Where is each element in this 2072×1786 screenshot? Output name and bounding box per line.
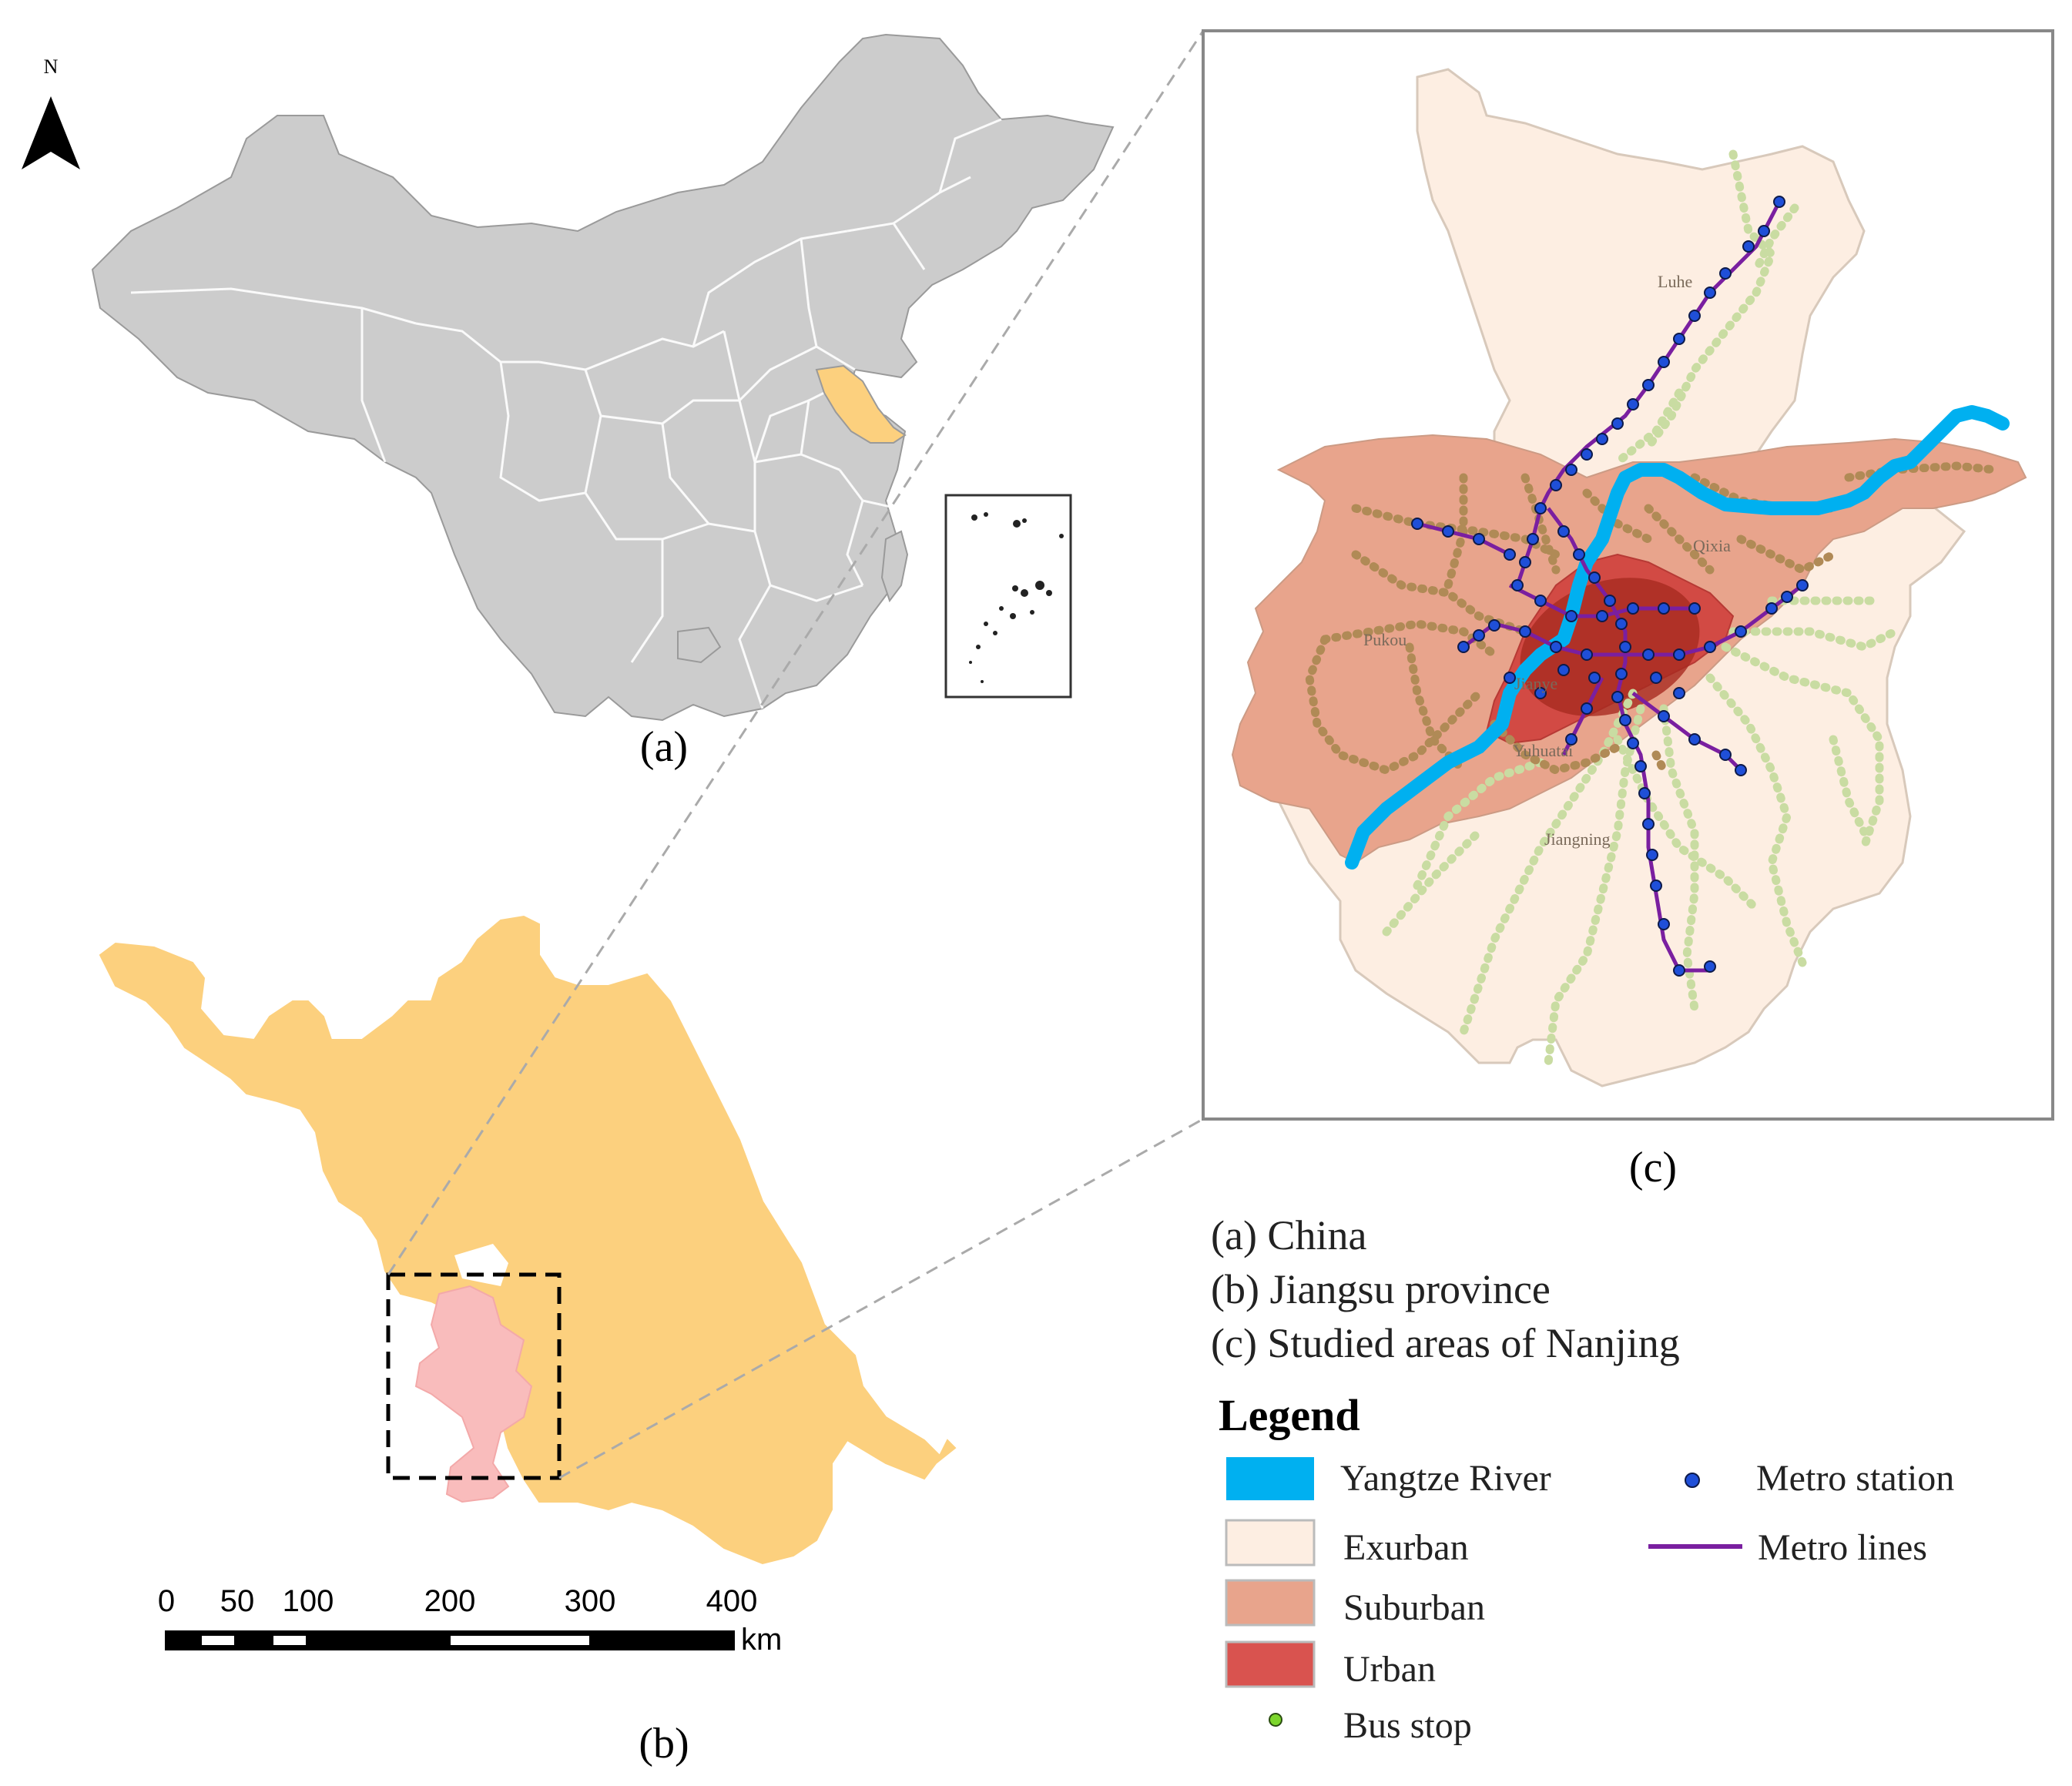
scale-tick-400: 400 (706, 1584, 758, 1618)
bus-stops-exurban (1382, 149, 1899, 1067)
inset-islands (969, 512, 1064, 683)
nanjing-detail-map: Luhe Pukou Qixia Jiangning Yuhuatai Jian… (1231, 68, 2027, 1087)
panel-descriptions: (a) China (b) Jiangsu province (c) Studi… (1211, 1212, 1680, 1366)
metro-stations (1411, 196, 1809, 977)
north-arrow-icon (22, 96, 80, 169)
description-a: (a) China (1211, 1212, 1366, 1258)
legend-label-metro-lines: Metro lines (1758, 1527, 1927, 1568)
scale-bar-seg2 (273, 1636, 306, 1645)
north-arrow-label: N (44, 55, 59, 78)
scale-tick-0: 0 (158, 1584, 175, 1618)
label-pukou: Pukou (1363, 630, 1406, 649)
caption-a: (a) (640, 723, 688, 771)
scale-bar-seg1 (202, 1636, 234, 1645)
legend-swatch-exurban (1225, 1519, 1316, 1567)
label-yuhuatai: Yuhuatai (1513, 741, 1573, 760)
nanjing-shape (414, 1285, 533, 1503)
label-luhe: Luhe (1658, 272, 1692, 291)
scale-bar-base (165, 1630, 735, 1650)
legend-symbol-bus-stop (1269, 1713, 1282, 1727)
scale-unit: km (741, 1623, 782, 1657)
legend-label-bus-stop: Bus stop (1343, 1705, 1472, 1746)
jiangsu-highlight (815, 364, 907, 444)
legend-swatch-yangtze (1226, 1457, 1314, 1500)
scale-tick-300: 300 (565, 1584, 616, 1618)
label-jiangning: Jiangning (1544, 829, 1611, 849)
legend-symbol-metro-station (1685, 1473, 1700, 1488)
caption-b: (b) (639, 1720, 689, 1768)
district-labels: Luhe Pukou Qixia Jiangning Yuhuatai Jian… (1363, 272, 1731, 849)
china-province-boundaries (130, 118, 1002, 709)
china-map (91, 33, 1115, 722)
legend-label-metro-station: Metro station (1756, 1458, 1954, 1499)
zoom-connectors (387, 30, 1205, 1479)
taiwan-shape (880, 530, 909, 603)
scale-tick-200: 200 (424, 1584, 476, 1618)
caption-c: (c) (1629, 1144, 1677, 1191)
jiangsu-map (99, 915, 957, 1565)
legend-label-urban: Urban (1343, 1649, 1436, 1690)
jiangsu-province-shape (99, 915, 957, 1565)
legend-title: Legend (1219, 1390, 1360, 1440)
legend: Legend Yangtze River Exurban Suburban Ur… (1219, 1390, 1954, 1746)
label-qixia: Qixia (1693, 536, 1731, 555)
south-china-sea-inset (944, 494, 1072, 699)
legend-swatch-urban (1225, 1640, 1316, 1688)
legend-swatch-suburban (1225, 1579, 1316, 1627)
scale-bar: 0 50 100 200 300 400 km (158, 1584, 782, 1657)
label-jianye: Jianye (1514, 674, 1557, 693)
scale-bar-seg3 (451, 1636, 589, 1645)
yangtze-river (1345, 405, 2010, 870)
scale-tick-50: 50 (220, 1584, 255, 1618)
north-arrow: N (22, 55, 80, 169)
legend-label-exurban: Exurban (1343, 1527, 1469, 1568)
hainan-shape (677, 626, 722, 664)
scale-tick-100: 100 (283, 1584, 334, 1618)
study-area-dashed-box (386, 1272, 562, 1480)
legend-label-yangtze: Yangtze River (1340, 1458, 1551, 1499)
china-mainland-shape (91, 33, 1115, 722)
description-b: (b) Jiangsu province (1211, 1266, 1551, 1312)
legend-label-suburban: Suburban (1343, 1587, 1485, 1628)
description-c: (c) Studied areas of Nanjing (1211, 1320, 1680, 1366)
